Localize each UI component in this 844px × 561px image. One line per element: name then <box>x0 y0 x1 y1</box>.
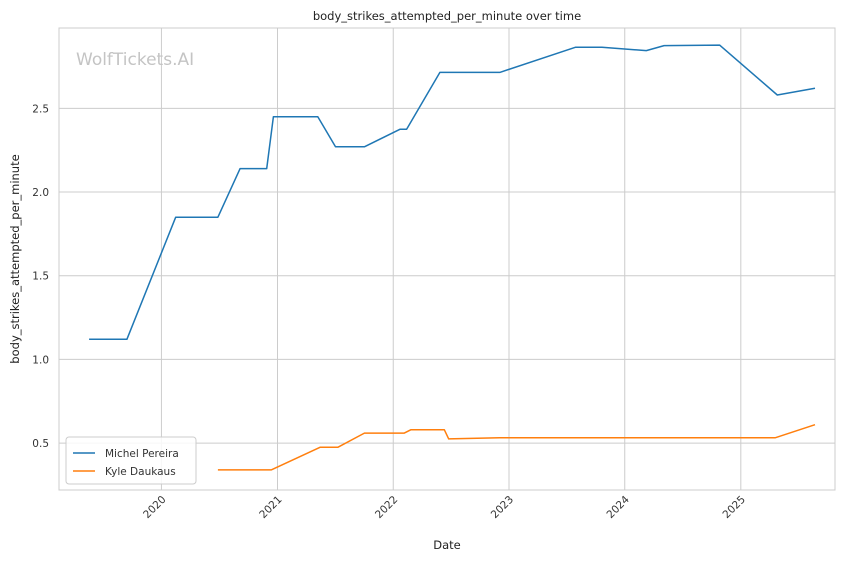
plot-area <box>58 27 836 491</box>
y-axis-label: body_strikes_attempted_per_minute <box>8 154 22 363</box>
x-tick-label: 2023 <box>489 494 516 521</box>
grid <box>59 28 835 490</box>
legend-box <box>65 436 197 485</box>
y-tick-label: 2.0 <box>32 187 49 199</box>
series-line-michel-pereira <box>89 44 816 341</box>
legend-label-kyle-daukaus: Kyle Daukaus <box>105 466 176 478</box>
y-tick-label: 2.5 <box>32 103 49 115</box>
series-layer <box>89 44 816 471</box>
x-tick-label: 2022 <box>373 494 400 521</box>
watermark: WolfTickets.AI <box>76 50 194 70</box>
y-tick-label: 0.5 <box>32 438 49 450</box>
x-tick-label: 2020 <box>141 494 168 521</box>
y-tick-labels: 0.5 1.0 1.5 2.0 2.5 <box>32 103 49 450</box>
y-tick-label: 1.0 <box>32 354 49 366</box>
x-tick-label: 2024 <box>604 493 632 521</box>
x-axis-label: Date <box>433 538 461 552</box>
chart-title: body_strikes_attempted_per_minute over t… <box>313 9 581 23</box>
legend-label-michel-pereira: Michel Pereira <box>105 448 179 460</box>
y-tick-label: 1.5 <box>32 271 49 283</box>
x-tick-label: 2021 <box>257 494 284 521</box>
series-line-kyle-daukaus <box>217 423 816 471</box>
x-tick-labels: 2020 2021 2022 2023 2024 2025 <box>141 493 748 521</box>
x-tick-label: 2025 <box>721 494 748 521</box>
legend: Michel Pereira Kyle Daukaus <box>65 436 197 485</box>
